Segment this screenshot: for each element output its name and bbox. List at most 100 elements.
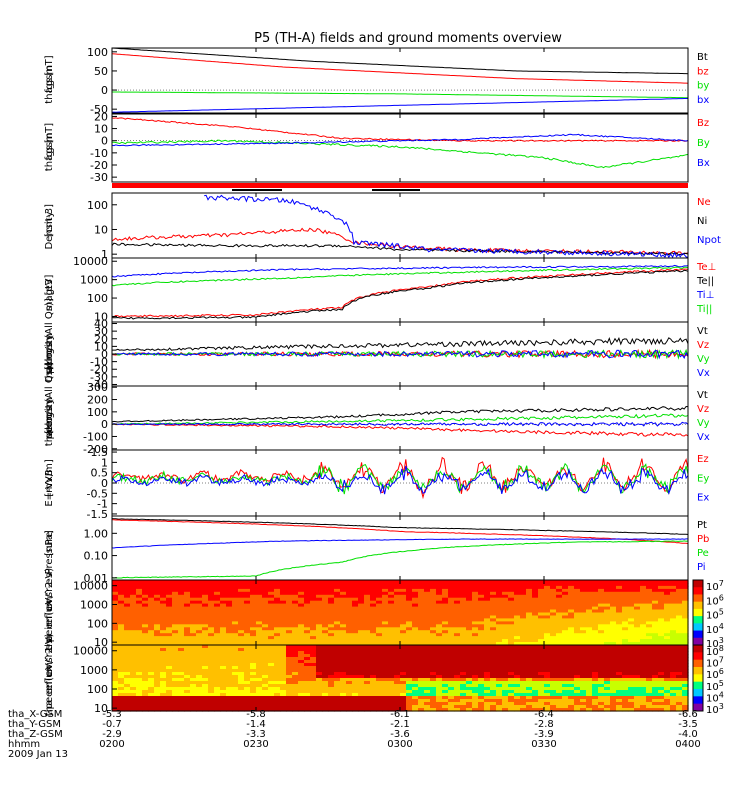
spectrogram-cell xyxy=(670,684,677,688)
spectrogram-cell xyxy=(316,672,323,676)
spectrogram-cell xyxy=(562,639,569,643)
spectrogram-cell xyxy=(490,693,497,697)
spectrogram-cell xyxy=(574,672,581,676)
spectrogram-cell xyxy=(430,597,437,602)
spectrogram-cell xyxy=(352,621,359,625)
y-axis-label-line: eV/ xyxy=(44,659,55,676)
spectrogram-cell xyxy=(172,612,179,617)
spectrogram-cell xyxy=(490,583,497,587)
y-tick-label: -10 xyxy=(90,147,108,160)
spectrogram-cell xyxy=(208,609,215,614)
spectrogram-cell xyxy=(532,633,539,637)
spectrogram-cell xyxy=(322,600,329,605)
spectrogram-cell xyxy=(484,606,491,611)
spectrogram-cell xyxy=(388,708,395,712)
spectrogram-cell xyxy=(430,675,437,679)
spectrogram-cell xyxy=(202,642,209,646)
spectrogram-cell xyxy=(610,669,617,673)
colorbar-segment xyxy=(693,616,703,624)
spectrogram-cell xyxy=(604,705,611,709)
spectrogram-cell xyxy=(310,627,317,631)
spectrogram-cell xyxy=(328,615,335,620)
spectrogram-cell xyxy=(508,624,515,628)
spectrogram-cell xyxy=(550,621,557,625)
spectrogram-cell xyxy=(544,606,551,611)
spectrogram-cell xyxy=(262,699,269,703)
spectrogram-cell xyxy=(340,690,347,694)
spectrogram-cell xyxy=(400,651,407,655)
y-tick-label: -40 xyxy=(90,378,108,391)
spectrogram-cell xyxy=(274,663,281,667)
spectrogram-cell xyxy=(172,585,179,590)
legend-Bx: Bx xyxy=(697,158,710,169)
spectrogram-cell xyxy=(574,585,581,590)
spectrogram-cell xyxy=(166,684,173,688)
spectrogram-cell xyxy=(634,609,641,614)
spectrogram-cell xyxy=(532,580,539,584)
spectrogram-cell xyxy=(334,654,341,658)
spectrogram-cell xyxy=(526,705,533,709)
spectrogram-cell xyxy=(112,690,119,694)
spectrogram-cell xyxy=(196,615,203,620)
spectrogram-cell xyxy=(604,696,611,700)
spectrogram-cell xyxy=(292,663,299,667)
spectrogram-cell xyxy=(142,645,149,649)
spectrogram-cell xyxy=(670,702,677,706)
spectrogram-cell xyxy=(400,663,407,667)
spectrogram-cell xyxy=(598,606,605,611)
spectrogram-cell xyxy=(268,585,275,590)
spectrogram-cell xyxy=(568,585,575,590)
spectrogram-cell xyxy=(454,675,461,679)
spectrogram-cell xyxy=(166,687,173,691)
spectrogram-cell xyxy=(586,660,593,664)
spectrogram-cell xyxy=(346,687,353,691)
spectrogram-cell xyxy=(508,603,515,608)
spectrogram-cell xyxy=(364,618,371,622)
spectrogram-cell xyxy=(676,645,683,649)
spectrogram-cell xyxy=(544,660,551,664)
spectrogram-cell xyxy=(448,705,455,709)
spectrogram-cell xyxy=(160,633,167,637)
spectrogram-cell xyxy=(466,645,473,649)
spectrogram-cell xyxy=(238,621,245,625)
spectrogram-cell xyxy=(562,684,569,688)
spectrogram-cell xyxy=(340,594,347,599)
spectrogram-cell xyxy=(310,636,317,640)
spectrogram-cell xyxy=(196,624,203,628)
spectrogram-cell xyxy=(334,645,341,649)
spectrogram-cell xyxy=(310,606,317,611)
spectrogram-cell xyxy=(400,627,407,631)
spectrogram-cell xyxy=(184,657,191,661)
spectrogram-cell xyxy=(460,594,467,599)
spectrogram-cell xyxy=(670,651,677,655)
spectrogram-cell xyxy=(580,675,587,679)
spectrogram-cell xyxy=(394,681,401,685)
spectrogram-cell xyxy=(478,660,485,664)
spectrogram-cell xyxy=(592,657,599,661)
spectrogram-cell xyxy=(544,648,551,652)
spectrogram-cell xyxy=(292,675,299,679)
spectrogram-cell xyxy=(490,663,497,667)
spectrogram-cell xyxy=(238,654,245,658)
spectrogram-cell xyxy=(664,624,671,628)
spectrogram-cell xyxy=(298,585,305,590)
y-tick-label: -20 xyxy=(90,363,108,376)
spectrogram-cell xyxy=(538,696,545,700)
spectrogram-cell xyxy=(592,591,599,596)
spectrogram-cell xyxy=(352,651,359,655)
spectrogram-cell xyxy=(676,678,683,682)
spectrogram-cell xyxy=(136,660,143,664)
spectrogram-cell xyxy=(634,612,641,617)
spectrogram-cell xyxy=(226,612,233,617)
spectrogram-cell xyxy=(406,588,413,593)
spectrogram-cell xyxy=(562,696,569,700)
spectrogram-cell xyxy=(292,684,299,688)
spectrogram-cell xyxy=(304,585,311,590)
spectrogram-cell xyxy=(154,666,161,670)
spectrogram-cell xyxy=(478,606,485,611)
spectrogram-cell xyxy=(214,693,221,697)
spectrogram-cell xyxy=(238,612,245,617)
spectrogram-cell xyxy=(550,603,557,608)
spectrogram-cell xyxy=(388,693,395,697)
spectrogram-cell xyxy=(574,588,581,593)
